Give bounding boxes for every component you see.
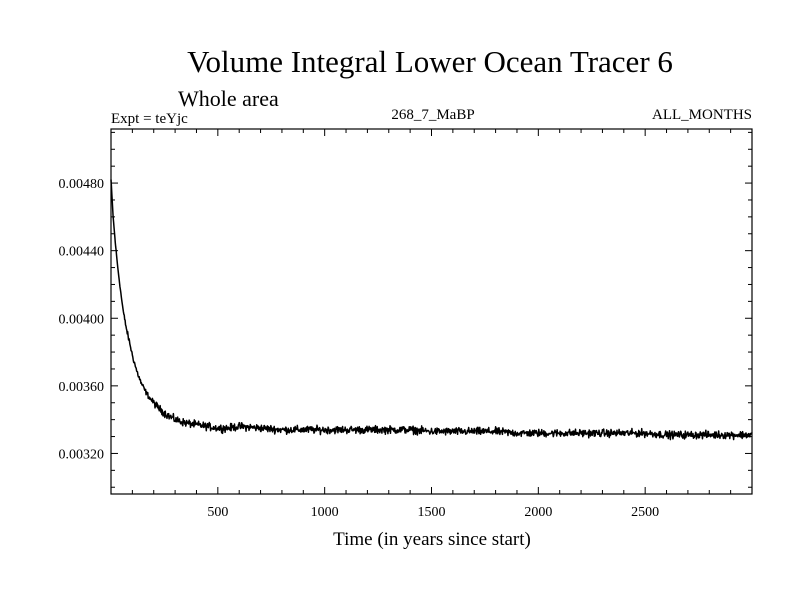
y-tick-label: 0.00480: [59, 177, 105, 192]
x-tick-label: 2500: [631, 505, 659, 520]
y-tick-label: 0.00320: [59, 447, 105, 462]
chart-title: Volume Integral Lower Ocean Tracer 6: [187, 44, 673, 79]
plot-frame: [110, 128, 753, 495]
y-tick-label: 0.00400: [59, 312, 105, 327]
experiment-label: Expt = teYjc: [111, 111, 188, 127]
period-label: 268_7_MaBP: [391, 107, 474, 123]
y-axis: 0.00320 0.00360 0.00400 0.00440 0.00480: [59, 131, 752, 488]
x-tick-label: 500: [207, 505, 228, 520]
months-label: ALL_MONTHS: [652, 107, 752, 123]
data-series-line: [110, 179, 753, 441]
x-tick-label: 1000: [311, 505, 339, 520]
x-tick-label: 1500: [418, 505, 446, 520]
y-tick-label: 0.00360: [59, 380, 105, 395]
x-tick-label: 2000: [524, 505, 552, 520]
y-tick-label: 0.00440: [59, 245, 105, 260]
x-axis: 500 1000 1500 2000 2500: [131, 129, 732, 520]
x-axis-label: Time (in years since start): [333, 529, 531, 550]
chart-subtitle: Whole area: [178, 86, 279, 111]
